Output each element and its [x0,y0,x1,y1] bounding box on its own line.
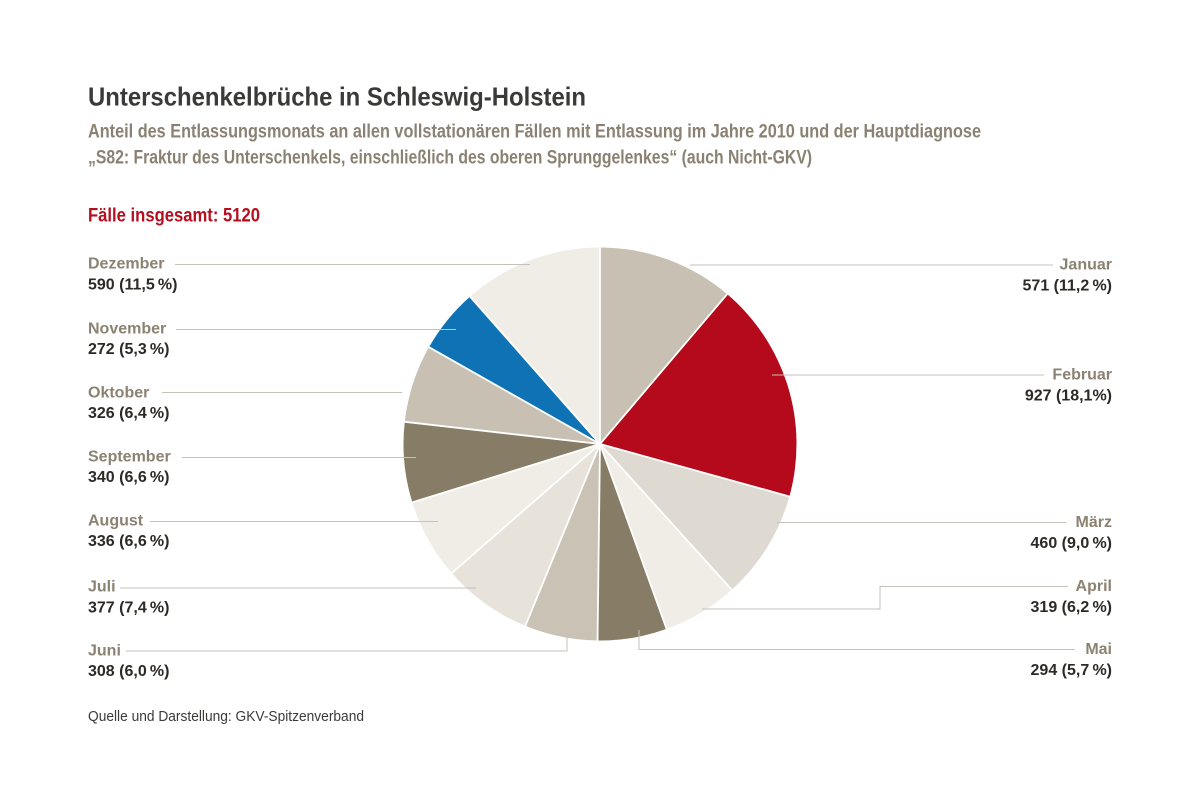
svg-text:590 (11,5 %): 590 (11,5 %) [88,276,177,293]
svg-text:336 (6,6 %): 336 (6,6 %) [88,533,169,550]
svg-text:460 (9,0 %): 460 (9,0 %) [1031,535,1112,552]
svg-text:Anteil des Entlassungsmonats a: Anteil des Entlassungsmonats an allen vo… [88,121,981,143]
svg-text:927 (18,1%): 927 (18,1%) [1025,388,1112,405]
svg-text:Januar: Januar [1060,256,1112,273]
svg-text:April: April [1076,578,1112,595]
svg-text:308 (6,0 %): 308 (6,0 %) [88,663,169,680]
svg-text:326 (6,4 %): 326 (6,4 %) [88,405,169,422]
svg-text:Unterschenkelbrüche in Schlesw: Unterschenkelbrüche in Schleswig-Holstei… [88,82,586,112]
svg-text:August: August [88,512,144,529]
svg-text:294 (5,7 %): 294 (5,7 %) [1031,662,1112,679]
svg-text:Dezember: Dezember [88,256,164,273]
svg-text:319 (6,2 %): 319 (6,2 %) [1031,599,1112,616]
svg-text:Oktober: Oktober [88,384,149,401]
svg-text:„S82: Fraktur des Unterschenke: „S82: Fraktur des Unterschenkels, einsch… [88,146,812,168]
svg-text:Februar: Februar [1052,366,1112,383]
svg-text:Mai: Mai [1085,641,1112,658]
svg-text:März: März [1076,514,1112,531]
svg-text:571 (11,2 %): 571 (11,2 %) [1023,278,1112,295]
svg-text:Juli: Juli [88,579,116,596]
svg-text:Quelle und Darstellung: GKV-Sp: Quelle und Darstellung: GKV-Spitzenverba… [88,708,364,725]
svg-text:Fälle insgesamt: 5120: Fälle insgesamt: 5120 [88,205,260,226]
svg-text:Juni: Juni [88,642,121,659]
svg-text:272 (5,3 %): 272 (5,3 %) [88,341,169,358]
svg-text:November: November [88,320,166,337]
svg-text:377 (7,4 %): 377 (7,4 %) [88,600,169,617]
svg-text:340 (6,6 %): 340 (6,6 %) [88,469,169,486]
svg-text:September: September [88,448,171,465]
